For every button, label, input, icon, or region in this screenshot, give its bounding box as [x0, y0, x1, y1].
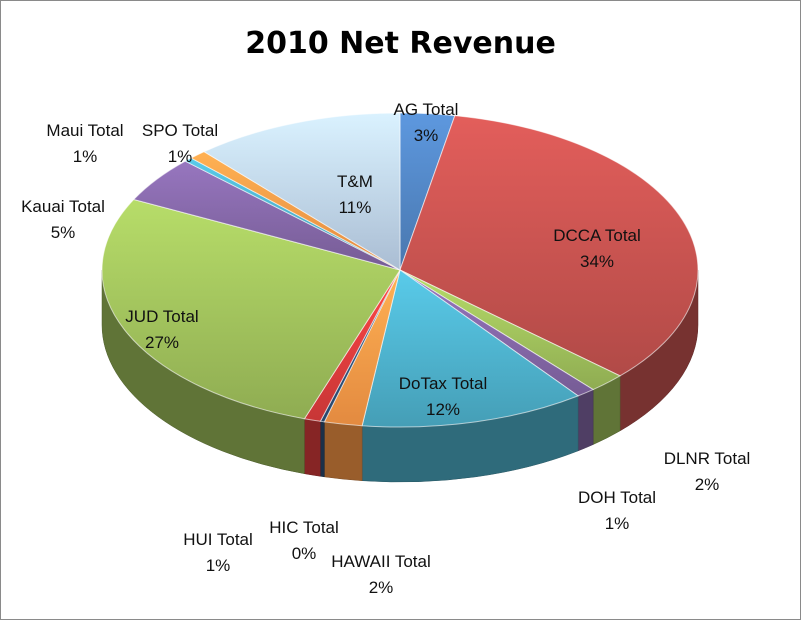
- slice-label-name: HIC Total: [269, 518, 339, 537]
- slice-label-value: 3%: [414, 126, 439, 145]
- pie-slice-4: [361, 269, 580, 428]
- slice-label-name: DLNR Total: [664, 449, 751, 468]
- pie-side-6: [320, 421, 325, 478]
- pie-side-5: [324, 421, 363, 481]
- pie-slice-1: [399, 115, 699, 377]
- slice-label-name: HUI Total: [183, 530, 253, 549]
- pie-top: [101, 112, 699, 428]
- slice-label-value: 34%: [580, 252, 614, 271]
- slice-label-name: AG Total: [394, 100, 459, 119]
- slice-label-value: 1%: [73, 147, 98, 166]
- slice-label-value: 0%: [292, 544, 317, 563]
- slice-label-name: JUD Total: [125, 307, 198, 326]
- slice-label-name: SPO Total: [142, 121, 218, 140]
- slice-label-value: 1%: [168, 147, 193, 166]
- slice-label-name: Maui Total: [46, 121, 123, 140]
- pie-slice-8: [101, 198, 401, 420]
- slice-label-value: 5%: [51, 223, 76, 242]
- pie-side-7: [304, 418, 321, 477]
- slice-label-value: 11%: [339, 198, 372, 217]
- slice-label-name: Kauai Total: [21, 197, 105, 216]
- slice-label-name: T&M: [337, 172, 373, 191]
- slice-label-value: 1%: [605, 514, 630, 533]
- slice-label-value: 27%: [145, 333, 179, 352]
- slice-label-value: 2%: [695, 475, 720, 494]
- slice-label-name: DCCA Total: [553, 226, 641, 245]
- slice-label-name: DoTax Total: [399, 374, 488, 393]
- slice-label-value: 2%: [369, 578, 394, 597]
- slice-label-name: DOH Total: [578, 488, 656, 507]
- slice-label-value: 12%: [426, 400, 460, 419]
- pie-slice-12: [203, 112, 401, 271]
- pie-sides: [101, 269, 699, 483]
- slice-label-value: 1%: [206, 556, 231, 575]
- slice-label-name: HAWAII Total: [331, 552, 431, 571]
- data-labels: AG Total 3% DCCA Total 34% DLNR Total 2% DOH T…: [21, 100, 750, 597]
- chart-title: 2010 Net Revenue: [245, 26, 556, 61]
- pie-side-3: [577, 389, 594, 452]
